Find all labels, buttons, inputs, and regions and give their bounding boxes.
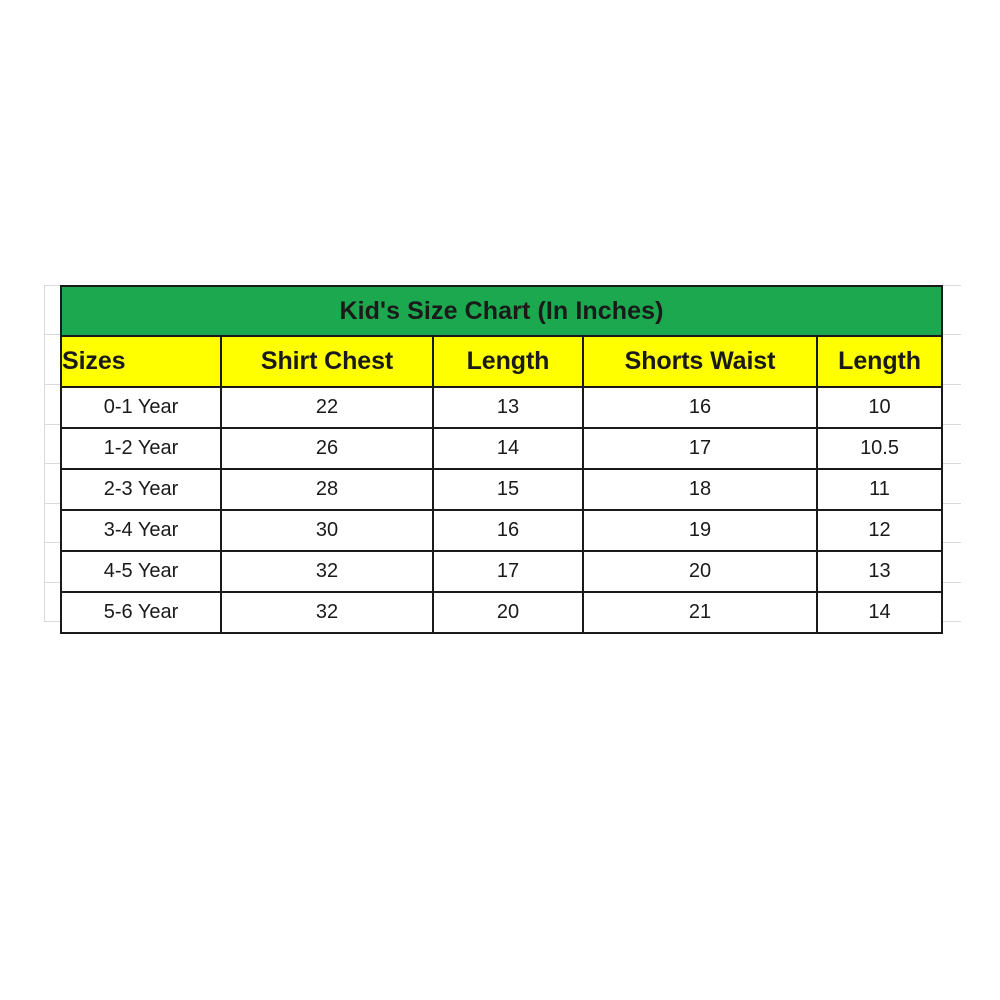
table-title-row: Kid's Size Chart (In Inches)	[59, 285, 944, 337]
cell-size: 0-1 Year	[60, 386, 222, 429]
cell-shorts-length: 11	[815, 468, 944, 511]
cell-size: 5-6 Year	[60, 591, 222, 634]
gridline-tick	[44, 334, 62, 335]
gridline-tick	[44, 463, 62, 464]
table-row: 5-6 Year 32 20 21 14	[60, 591, 944, 634]
gridline-tick	[939, 424, 961, 425]
cell-shorts-waist: 19	[582, 509, 818, 552]
cell-shirt-length: 17	[432, 550, 584, 593]
table-row: 1-2 Year 26 14 17 10.5	[60, 427, 944, 470]
cell-shorts-waist: 16	[582, 386, 818, 429]
cell-size: 4-5 Year	[60, 550, 222, 593]
cell-shirt-chest: 28	[220, 468, 434, 511]
gridline-tick	[44, 285, 45, 621]
chart-title: Kid's Size Chart (In Inches)	[59, 285, 944, 337]
cell-shirt-length: 15	[432, 468, 584, 511]
column-header-shirt-chest: Shirt Chest	[220, 335, 434, 388]
gridline-tick	[44, 503, 62, 504]
column-header-shorts-length: Length	[815, 335, 944, 388]
cell-shorts-length: 13	[815, 550, 944, 593]
gridline-tick	[44, 542, 62, 543]
gridline-tick	[44, 285, 62, 286]
gridline-tick	[939, 582, 961, 583]
cell-shorts-waist: 17	[582, 427, 818, 470]
gridline-tick	[939, 334, 961, 335]
table-row: 0-1 Year 22 13 16 10	[60, 386, 944, 429]
cell-shorts-waist: 20	[582, 550, 818, 593]
cell-shirt-length: 20	[432, 591, 584, 634]
cell-shorts-length: 10.5	[815, 427, 944, 470]
gridline-tick	[939, 621, 961, 622]
cell-shirt-chest: 26	[220, 427, 434, 470]
column-header-shirt-length: Length	[432, 335, 584, 388]
gridline-tick	[939, 384, 961, 385]
gridline-tick	[939, 503, 961, 504]
cell-size: 1-2 Year	[60, 427, 222, 470]
cell-shirt-length: 14	[432, 427, 584, 470]
column-header-shorts-waist: Shorts Waist	[582, 335, 818, 388]
cell-shorts-waist: 18	[582, 468, 818, 511]
cell-shirt-length: 16	[432, 509, 584, 552]
table-header-row: Sizes Shirt Chest Length Shorts Waist Le…	[60, 335, 944, 388]
cell-size: 2-3 Year	[60, 468, 222, 511]
cell-shirt-chest: 30	[220, 509, 434, 552]
table-row: 3-4 Year 30 16 19 12	[60, 509, 944, 552]
cell-shorts-length: 12	[815, 509, 944, 552]
gridline-tick	[939, 463, 961, 464]
table-row: 4-5 Year 32 17 20 13	[60, 550, 944, 593]
cell-shirt-length: 13	[432, 386, 584, 429]
column-header-sizes: Sizes	[60, 335, 222, 388]
table-row: 2-3 Year 28 15 18 11	[60, 468, 944, 511]
cell-shorts-length: 14	[815, 591, 944, 634]
cell-shorts-waist: 21	[582, 591, 818, 634]
cell-shirt-chest: 22	[220, 386, 434, 429]
cell-shirt-chest: 32	[220, 591, 434, 634]
size-chart-table: Kid's Size Chart (In Inches) Sizes Shirt…	[59, 285, 944, 634]
cell-shirt-chest: 32	[220, 550, 434, 593]
gridline-tick	[44, 621, 62, 622]
gridline-tick	[939, 285, 961, 286]
gridline-tick	[44, 424, 62, 425]
gridline-tick	[939, 542, 961, 543]
gridline-tick	[44, 582, 62, 583]
cell-size: 3-4 Year	[60, 509, 222, 552]
cell-shorts-length: 10	[815, 386, 944, 429]
gridline-tick	[44, 384, 62, 385]
